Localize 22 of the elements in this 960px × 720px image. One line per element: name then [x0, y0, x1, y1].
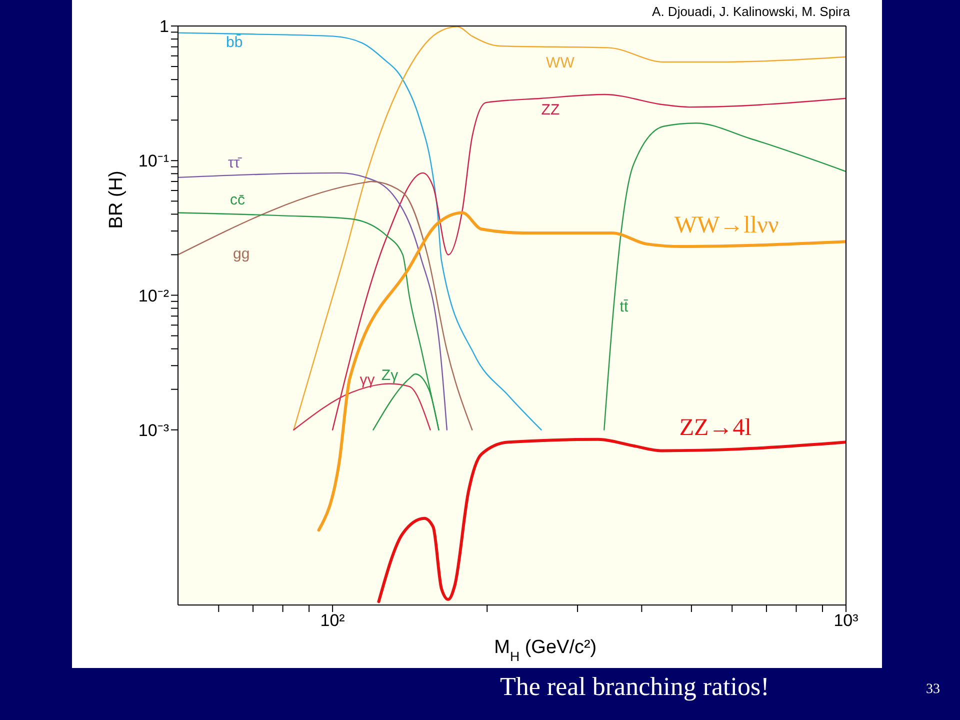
y-axis-title: BR (H) [106, 170, 127, 229]
y-tick-label: 10⁻³ [138, 420, 170, 440]
series-label: ττ̄ [228, 154, 242, 172]
x-tick-label: 10³ [834, 611, 859, 630]
text: A. Djouadi, J. Kalinowski, M. Spira [651, 4, 850, 19]
y-tick-label: 1 [160, 17, 169, 36]
y-tick-label: 10⁻¹ [138, 152, 170, 171]
series-label: ZZ→4l [679, 415, 752, 442]
series-label: gg [233, 246, 250, 263]
x-axis-title: M$_{H}$ (GeV/c²) [494, 637, 597, 664]
series-label: ZZ [541, 101, 560, 118]
series-label: γγ [360, 371, 376, 388]
series-label: cc̄ [230, 192, 246, 209]
x-tick-label: 10² [320, 611, 346, 630]
series-label: WW→llνν [674, 212, 779, 239]
y-tick-label: 10⁻² [138, 286, 170, 306]
series-label: tt̄ [620, 298, 629, 316]
series-label: WW [546, 54, 576, 72]
text: 33 [925, 682, 940, 698]
text: The real branching ratios! [500, 672, 770, 702]
series-label: Zγ [381, 366, 399, 384]
series-label: bb̄ [226, 34, 243, 51]
